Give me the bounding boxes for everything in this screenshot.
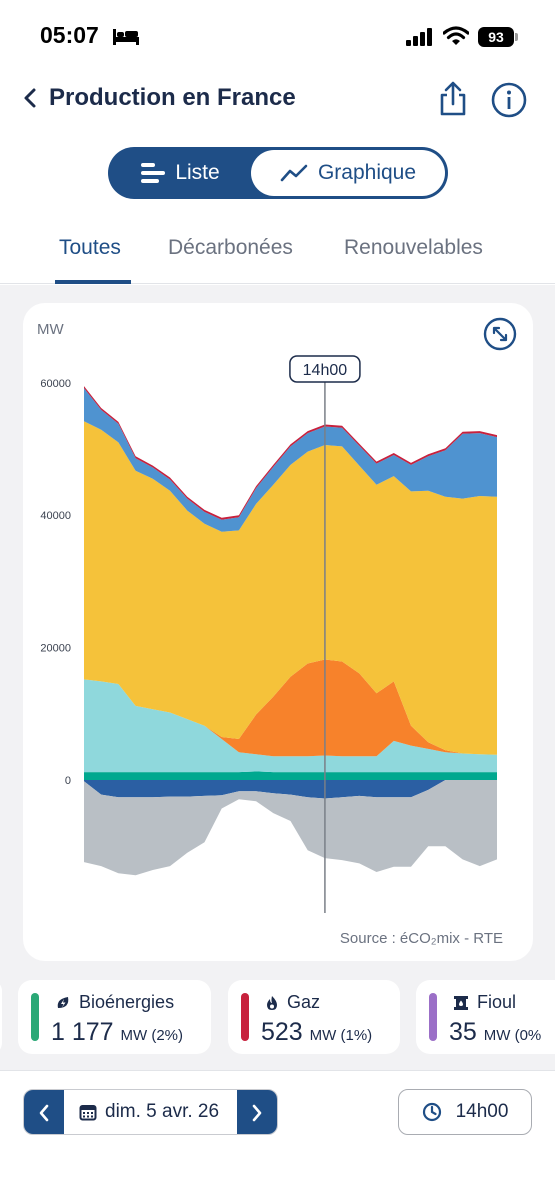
bed-icon — [113, 29, 139, 45]
y-tick-label: 20000 — [40, 643, 71, 655]
page-title: Production en France — [49, 84, 296, 111]
energy-name: Fioul — [477, 992, 517, 1012]
source-label: Source : éCO₂mix - RTE — [339, 930, 503, 947]
time-picker-button[interactable]: 14h00 — [398, 1089, 532, 1135]
date-text: dim. 5 avr. 26 — [105, 1101, 220, 1122]
active-tab-indicator — [55, 280, 131, 284]
flame-icon — [267, 995, 277, 1010]
energy-value: 523 — [261, 1018, 303, 1046]
production-chart[interactable]: MW 60000 40000 20000 0 14h00 — [23, 303, 533, 961]
energy-unit: MW (0% — [483, 1027, 542, 1044]
energy-color-bar — [31, 993, 39, 1041]
signal-icon — [406, 28, 432, 46]
list-icon — [141, 163, 166, 183]
energy-cards-row: Bioénergies 1 177 MW (2%) Gaz 523 MW (1%… — [0, 980, 555, 1054]
energy-name: Gaz — [287, 992, 321, 1012]
y-tick-label: 40000 — [40, 510, 71, 522]
line-chart-icon — [280, 164, 308, 182]
production-area-0[interactable] — [84, 771, 497, 780]
export-area-0[interactable] — [84, 780, 497, 799]
next-day-button[interactable] — [237, 1090, 277, 1134]
filter-tabs: Toutes Décarbonées Renouvelables — [0, 222, 555, 284]
energy-card-title: Gaz — [265, 992, 320, 1013]
energy-card-gaz[interactable]: Gaz 523 MW (1%) — [228, 980, 400, 1054]
chevron-left-icon — [39, 1104, 49, 1122]
chevron-right-icon — [252, 1104, 262, 1122]
share-icon[interactable] — [437, 80, 469, 118]
energy-card-bioenergies[interactable]: Bioénergies 1 177 MW (2%) — [18, 980, 211, 1054]
tab-renouvelables[interactable]: Renouvelables — [344, 236, 483, 259]
info-icon[interactable] — [490, 81, 528, 119]
chart-card: MW 60000 40000 20000 0 14h00 Source : éCO₂m… — [23, 303, 533, 961]
status-time: 05:07 — [40, 22, 99, 48]
calendar-icon — [79, 1105, 97, 1121]
y-axis-label: MW — [37, 321, 64, 338]
y-tick-label: 0 — [65, 775, 71, 787]
energy-value-row: 35 MW (0% — [449, 1018, 541, 1047]
header: Production en France — [0, 72, 555, 128]
previous-day-button[interactable] — [24, 1090, 64, 1134]
energy-color-bar — [241, 993, 249, 1041]
energy-card-title: Bioénergies — [55, 992, 174, 1013]
battery-indicator: 93 — [478, 27, 514, 47]
view-toggle: Liste Graphique — [108, 147, 448, 199]
bottom-divider — [0, 1070, 555, 1071]
export-area-1[interactable] — [84, 780, 497, 876]
energy-unit: MW (1%) — [309, 1027, 373, 1044]
production-area-4[interactable] — [84, 388, 497, 532]
list-view-button[interactable]: Liste — [108, 147, 253, 199]
tab-decarbonees[interactable]: Décarbonées — [168, 236, 293, 259]
energy-value-row: 1 177 MW (2%) — [51, 1018, 183, 1047]
back-chevron-icon[interactable] — [22, 86, 38, 110]
energy-unit: MW (2%) — [120, 1027, 184, 1044]
energy-card-fioul[interactable]: Fioul 35 MW (0% — [416, 980, 555, 1054]
oil-barrel-icon — [454, 995, 468, 1010]
energy-value-row: 523 MW (1%) — [261, 1018, 372, 1047]
status-bar: 05:07 93 — [0, 0, 555, 72]
energy-value: 35 — [449, 1018, 477, 1046]
energy-name: Bioénergies — [79, 992, 175, 1012]
date-picker[interactable]: dim. 5 avr. 26 — [79, 1101, 219, 1123]
time-text: 14h00 — [455, 1101, 509, 1122]
time-cursor-box — [289, 355, 361, 383]
energy-card-title: Fioul — [453, 992, 516, 1013]
production-area-3[interactable] — [84, 421, 497, 755]
clock-icon — [422, 1102, 441, 1122]
production-area-1[interactable] — [84, 679, 497, 773]
leaf-bolt-icon — [57, 996, 69, 1008]
time-cursor-label: 14h00 — [303, 362, 348, 379]
date-navigator: dim. 5 avr. 26 — [23, 1089, 278, 1135]
production-area-2[interactable] — [84, 659, 497, 757]
y-tick-label: 60000 — [40, 378, 71, 390]
energy-card-partial[interactable] — [0, 980, 2, 1054]
graph-view-button[interactable]: Graphique — [251, 150, 445, 196]
tab-toutes[interactable]: Toutes — [59, 236, 121, 259]
graph-view-label: Graphique — [317, 161, 417, 184]
list-view-label: Liste — [175, 161, 220, 184]
battery-tip — [515, 33, 518, 41]
expand-icon[interactable] — [483, 317, 517, 351]
energy-color-bar — [429, 993, 437, 1041]
wifi-icon — [443, 26, 469, 45]
energy-value: 1 177 — [51, 1018, 114, 1046]
